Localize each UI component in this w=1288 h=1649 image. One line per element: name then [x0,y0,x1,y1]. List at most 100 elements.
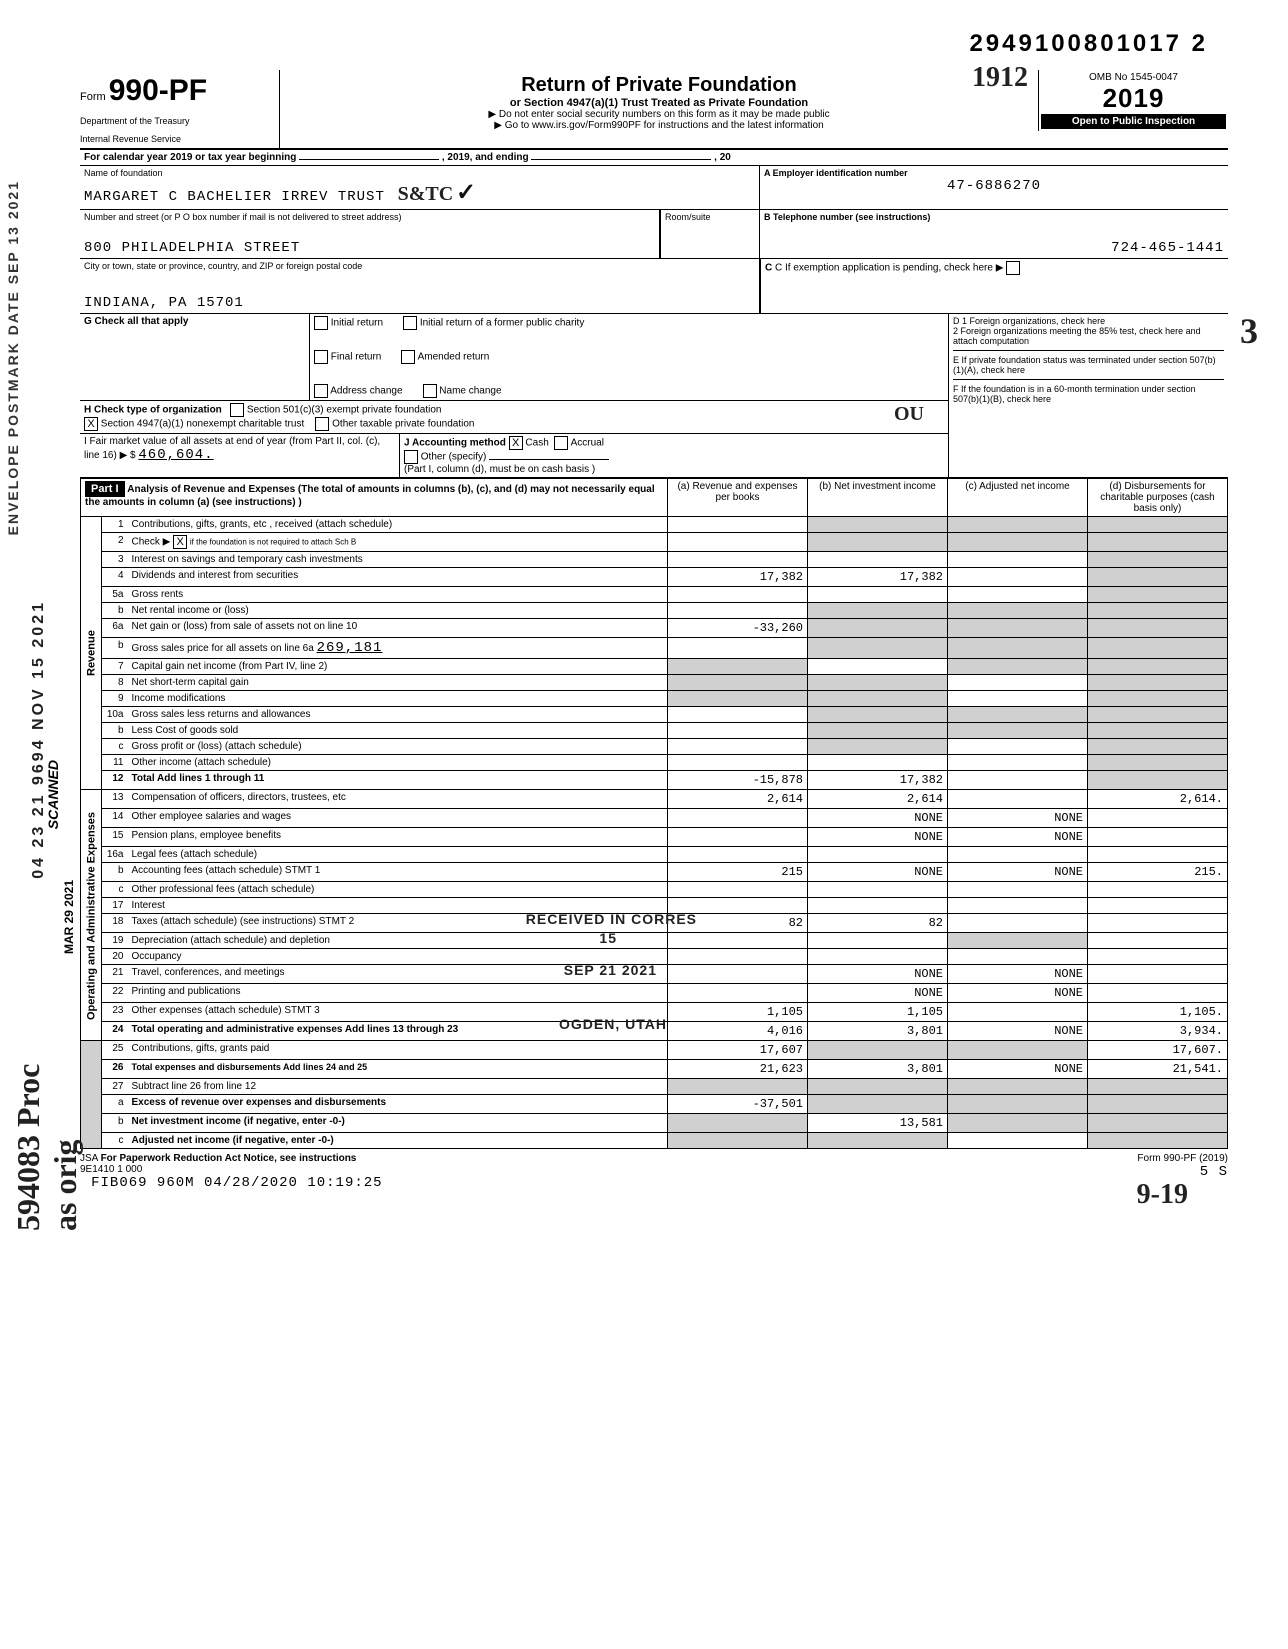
part1-title: Analysis of Revenue and Expenses (The to… [85,484,655,508]
checkbox-accrual[interactable] [554,436,568,450]
j-label: J Accounting method [404,438,506,449]
foundation-name: MARGARET C BACHELIER IRREV TRUST [84,189,385,205]
scanned-stamp: SCANNED [45,760,61,829]
opt-amended: Amended return [418,352,490,363]
ein-label: A Employer identification number [764,168,1224,178]
street-label: Number and street (or P O box number if … [84,212,655,222]
mar29-stamp: MAR 29 2021 [62,880,76,954]
opt-accrual: Accrual [571,438,604,449]
city-value: INDIANA, PA 15701 [84,295,755,311]
footer-page: 5 S [1200,1164,1228,1180]
line-6b: Gross sales price for all assets on line… [132,643,314,654]
phone-label: B Telephone number (see instructions) [764,212,1224,222]
box-d2: 2 Foreign organizations meeting the 85% … [953,326,1224,346]
revenue-label: Revenue [81,517,102,790]
checkbox-final[interactable] [314,350,328,364]
h-label: H Check type of organization [84,405,222,416]
document-id: 2949100801017 2 [969,30,1208,58]
box-e: E If private foundation status was termi… [953,350,1224,375]
checkbox-501c3[interactable] [230,403,244,417]
checkbox-other-taxable[interactable] [315,417,329,431]
line-3: Interest on savings and temporary cash i… [128,552,668,568]
footer-code: 9E1410 1 000 [80,1164,142,1175]
line-25: Contributions, gifts, grants paid [128,1041,668,1060]
line-14: Other employee salaries and wages [128,809,668,828]
form-ref: Form 990-PF (2019) [1137,1153,1228,1164]
handwritten-name-suffix: S&TC [398,183,454,205]
line-22: Printing and publications [128,984,668,1003]
side-date-stamp: 04 23 21 9694 NOV 15 2021 [30,600,48,879]
line-7: Capital gain net income (from Part IV, l… [128,659,668,675]
checkbox-4947[interactable]: X [84,417,98,431]
dept-line1: Department of the Treasury [80,116,275,126]
street-value: 800 PHILADELPHIA STREET [84,240,655,256]
dept-line2: Internal Revenue Service [80,134,275,144]
open-inspection: Open to Public Inspection [1041,114,1226,129]
calendar-year-row: For calendar year 2019 or tax year begin… [80,150,1228,166]
line-6b-val: 269,181 [317,640,383,656]
sep21-stamp: SEP 21 2021 [564,962,657,978]
checkbox-name-change[interactable] [423,384,437,398]
handwritten-ou: OU [894,403,924,426]
line-4: Dividends and interest from securities [128,568,668,587]
handwritten-3: 3 [1240,310,1258,352]
checkbox-amended[interactable] [401,350,415,364]
col-b-header: (b) Net investment income [808,479,948,517]
col-a-header: (a) Revenue and expenses per books [668,479,808,517]
ein-value: 47-6886270 [764,178,1224,194]
checkbox-schb[interactable]: X [173,535,187,549]
part1-header: Part I [85,481,125,497]
received-stamp: RECEIVED IN CORRES [526,911,697,927]
line-2-sub: if the foundation is not required to att… [190,538,356,547]
opt-final: Final return [331,352,382,363]
page-stamp: 15 [599,930,617,946]
line-5a: Gross rents [128,587,668,603]
line-24: Total operating and administrative expen… [132,1024,459,1035]
checkbox-address[interactable] [314,384,328,398]
j-note: (Part I, column (d), must be on cash bas… [404,464,595,475]
handwritten-year: 1912 [972,62,1028,94]
calendar-mid-label: , 2019, and ending [442,152,529,163]
calendar-end-label: , 20 [714,152,731,163]
box-d1: D 1 Foreign organizations, check here [953,316,1224,326]
checkbox-cash[interactable]: X [509,436,523,450]
form-title: Return of Private Foundation [284,74,1034,97]
handwritten-side-note: 594083 Proc as orig [10,1050,84,1231]
form-prefix: Form [80,91,106,103]
checkbox-other-method[interactable] [404,450,418,464]
line-13: Compensation of officers, directors, tru… [128,790,668,809]
opt-other-method: Other (specify) [421,452,487,463]
line-11: Other income (attach schedule) [128,755,668,771]
name-label: Name of foundation [84,168,755,178]
checkbox-initial[interactable] [314,316,328,330]
line-16a: Legal fees (attach schedule) [128,847,668,863]
line-18: Taxes (attach schedule) (see instruction… [132,916,355,927]
room-label: Room/suite [665,212,755,222]
ogden-stamp: OGDEN, UTAH [559,1016,667,1032]
opt-address: Address change [330,386,402,397]
line-26: Total expenses and disbursements Add lin… [128,1060,668,1079]
line-16c: Other professional fees (attach schedule… [128,882,668,898]
line-21: Travel, conferences, and meetings [132,967,285,978]
line-10a: Gross sales less returns and allowances [128,707,668,723]
footer-batch: FIB069 960M 04/28/2020 10:19:25 [91,1175,382,1191]
line-2: Check ▶ [132,537,171,548]
line-12: Total Add lines 1 through 11 [128,771,668,790]
checkbox-initial-former[interactable] [403,316,417,330]
line-27a: Excess of revenue over expenses and disb… [128,1095,668,1114]
form-header: Form 990-PF Department of the Treasury I… [80,70,1228,150]
col-c-header: (c) Adjusted net income [948,479,1088,517]
line-10c: Gross profit or (loss) (attach schedule) [128,739,668,755]
line-5b: Net rental income or (loss) [128,603,668,619]
line-8: Net short-term capital gain [128,675,668,691]
line-9: Income modifications [128,691,668,707]
opt-initial-former: Initial return of a former public charit… [420,318,585,329]
line-16b: Accounting fees (attach schedule) STMT 1 [128,863,668,882]
form-subtitle: or Section 4947(a)(1) Trust Treated as P… [284,97,1034,109]
col-d-header: (d) Disbursements for charitable purpose… [1088,479,1228,517]
i-label: I Fair market value of all assets at end… [84,436,380,461]
phone-value: 724-465-1441 [764,240,1224,256]
paperwork-notice: For Paperwork Reduction Act Notice, see … [101,1153,357,1164]
line-10b: Less Cost of goods sold [128,723,668,739]
analysis-table: Part I Analysis of Revenue and Expenses … [80,478,1228,1149]
